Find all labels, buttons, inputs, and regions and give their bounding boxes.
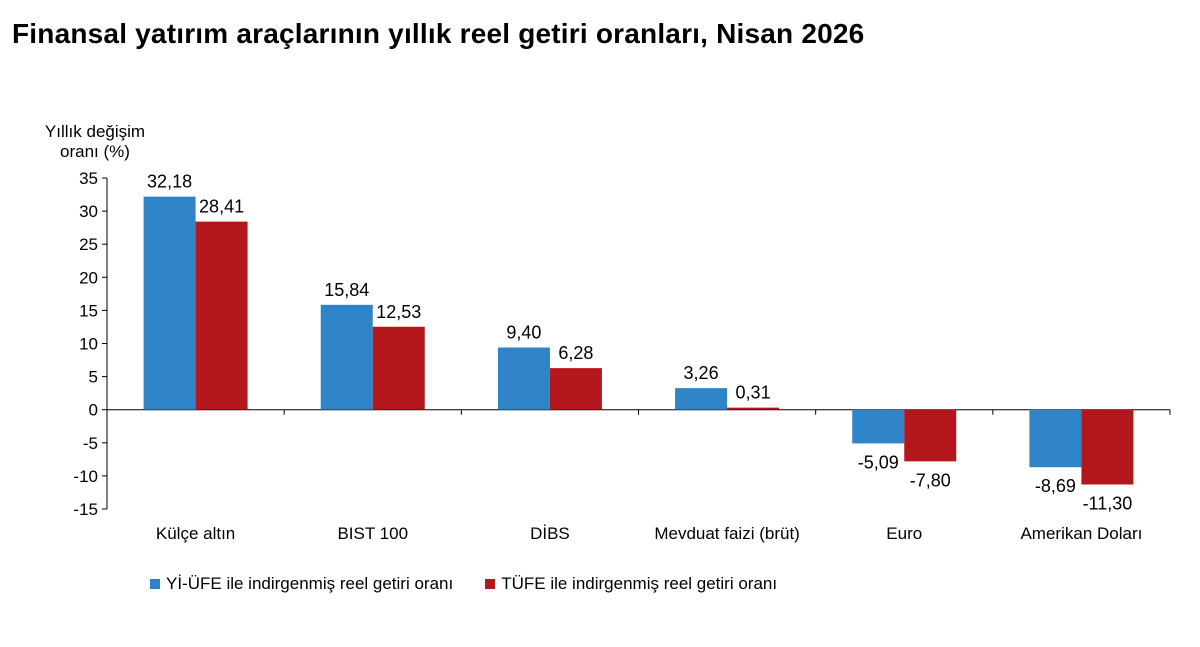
y-tick-label: -15 xyxy=(73,500,98,519)
y-tick-label: 20 xyxy=(79,268,98,287)
y-tick-label: 35 xyxy=(79,169,98,188)
chart-title: Finansal yatırım araçlarının yıllık reel… xyxy=(12,18,865,49)
y-tick-label: 0 xyxy=(89,401,98,420)
data-label: 6,28 xyxy=(558,343,593,363)
x-tick-label: DİBS xyxy=(530,524,570,543)
legend-item-series1: Yİ-ÜFE ile indirgenmiş reel getiri oranı xyxy=(150,574,453,594)
legend-item-series2: TÜFE ile indirgenmiş reel getiri oranı xyxy=(485,574,777,594)
data-label: 3,26 xyxy=(684,363,719,383)
data-label: 9,40 xyxy=(506,322,541,342)
data-label: 12,53 xyxy=(376,302,421,322)
legend-swatch-series2 xyxy=(485,579,496,589)
data-label: -7,80 xyxy=(910,470,951,490)
bar xyxy=(143,196,196,410)
x-tick-label: Külçe altın xyxy=(156,524,235,543)
bar xyxy=(1029,409,1082,468)
y-tick-label: 15 xyxy=(79,301,98,320)
y-tick-label: 30 xyxy=(79,202,98,221)
y-tick-label: 25 xyxy=(79,235,98,254)
y-tick-label: 10 xyxy=(79,335,98,354)
y-tick-label: -10 xyxy=(73,467,98,486)
data-label: 28,41 xyxy=(199,197,244,217)
bar xyxy=(1081,409,1134,485)
bar xyxy=(372,326,425,410)
data-label: -11,30 xyxy=(1083,494,1133,514)
data-label: 15,84 xyxy=(324,280,369,300)
x-tick-label: Euro xyxy=(886,524,922,543)
bar xyxy=(320,304,373,410)
legend-label-series1: Yİ-ÜFE ile indirgenmiş reel getiri oranı xyxy=(166,574,454,593)
bar xyxy=(675,388,728,410)
y-axis-label: Yıllık değişim xyxy=(45,122,145,141)
x-tick-label: BIST 100 xyxy=(337,524,408,543)
bar xyxy=(549,368,602,410)
bar xyxy=(852,409,905,444)
x-tick-label: Mevduat faizi (brüt) xyxy=(654,524,800,543)
y-axis-label: oranı (%) xyxy=(60,142,130,161)
x-tick-label: Amerikan Doları xyxy=(1020,524,1142,543)
bar xyxy=(497,347,550,410)
legend-swatch-series1 xyxy=(150,579,160,589)
legend: Yİ-ÜFE ile indirgenmiş reel getiri oranı… xyxy=(150,574,777,594)
bar xyxy=(195,221,248,410)
legend-label-series2: TÜFE ile indirgenmiş reel getiri oranı xyxy=(501,574,778,593)
data-label: -8,69 xyxy=(1035,476,1076,496)
y-tick-label: -5 xyxy=(83,434,98,453)
bar xyxy=(904,409,957,462)
data-label: 32,18 xyxy=(147,172,192,192)
data-label: 0,31 xyxy=(736,383,771,403)
data-label: -5,09 xyxy=(858,452,899,472)
bar xyxy=(727,407,780,410)
y-tick-label: 5 xyxy=(89,368,98,387)
